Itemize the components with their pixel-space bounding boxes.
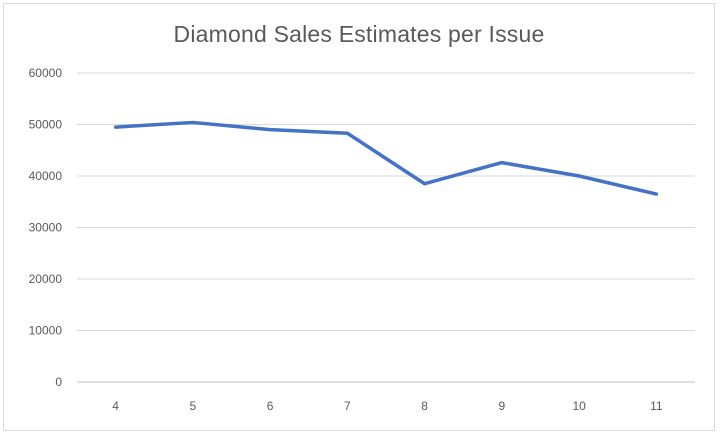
x-tick-label: 4	[112, 399, 119, 413]
x-tick-label: 8	[421, 399, 428, 413]
x-tick-label: 9	[499, 399, 506, 413]
data-point	[500, 161, 504, 165]
data-point	[114, 125, 118, 129]
data-point	[345, 131, 349, 135]
y-tick-label: 20000	[29, 272, 63, 286]
x-tick-label: 10	[572, 399, 586, 413]
y-tick-label: 30000	[29, 221, 63, 235]
data-point	[191, 120, 195, 124]
data-point	[268, 128, 272, 132]
chart-area: Diamond Sales Estimates per Issue	[3, 3, 715, 431]
data-point	[577, 174, 581, 178]
y-tick-label: 10000	[29, 324, 63, 338]
chart-title: Diamond Sales Estimates per Issue	[173, 21, 545, 47]
y-tick-label: 0	[55, 375, 62, 389]
data-point	[423, 182, 427, 186]
x-tick-label: 11	[650, 399, 663, 413]
data-point	[654, 192, 658, 196]
x-tick-label: 7	[344, 399, 351, 413]
series-line	[113, 120, 659, 196]
x-tick-label: 6	[267, 399, 274, 413]
x-tick-label: 5	[190, 399, 197, 413]
y-tick-label: 50000	[29, 118, 63, 132]
y-tick-label: 40000	[29, 169, 63, 183]
y-tick-label: 60000	[29, 66, 63, 80]
